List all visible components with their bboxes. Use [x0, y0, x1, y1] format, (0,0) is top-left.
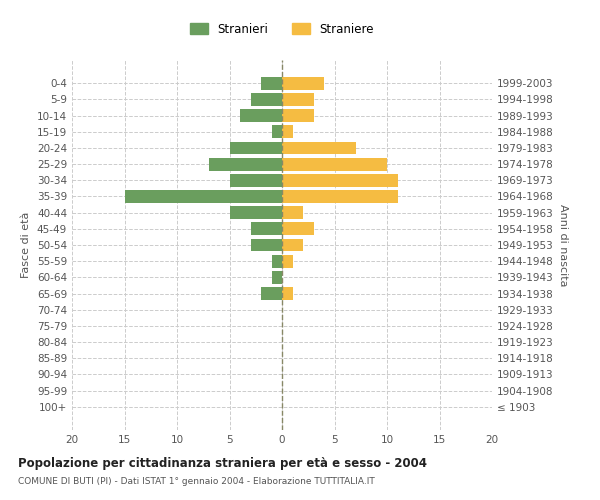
Bar [209, 158, 282, 170]
Legend: Stranieri, Straniere: Stranieri, Straniere [185, 18, 379, 40]
Bar [282, 109, 314, 122]
Bar [282, 222, 314, 235]
Bar [282, 158, 387, 170]
Bar [282, 190, 398, 203]
Bar [282, 126, 293, 138]
Bar [282, 238, 303, 252]
Text: COMUNE DI BUTI (PI) - Dati ISTAT 1° gennaio 2004 - Elaborazione TUTTITALIA.IT: COMUNE DI BUTI (PI) - Dati ISTAT 1° genn… [18, 478, 375, 486]
Bar [271, 126, 282, 138]
Bar [282, 254, 293, 268]
Y-axis label: Anni di nascita: Anni di nascita [557, 204, 568, 286]
Bar [282, 93, 314, 106]
Bar [125, 190, 282, 203]
Bar [282, 142, 355, 154]
Y-axis label: Fasce di età: Fasce di età [22, 212, 31, 278]
Bar [251, 222, 282, 235]
Bar [251, 238, 282, 252]
Bar [261, 77, 282, 90]
Bar [229, 142, 282, 154]
Bar [229, 206, 282, 219]
Bar [282, 174, 398, 187]
Bar [261, 287, 282, 300]
Bar [282, 206, 303, 219]
Text: Popolazione per cittadinanza straniera per età e sesso - 2004: Popolazione per cittadinanza straniera p… [18, 458, 427, 470]
Bar [271, 254, 282, 268]
Bar [282, 77, 324, 90]
Bar [229, 174, 282, 187]
Bar [251, 93, 282, 106]
Bar [240, 109, 282, 122]
Bar [271, 271, 282, 284]
Bar [282, 287, 293, 300]
